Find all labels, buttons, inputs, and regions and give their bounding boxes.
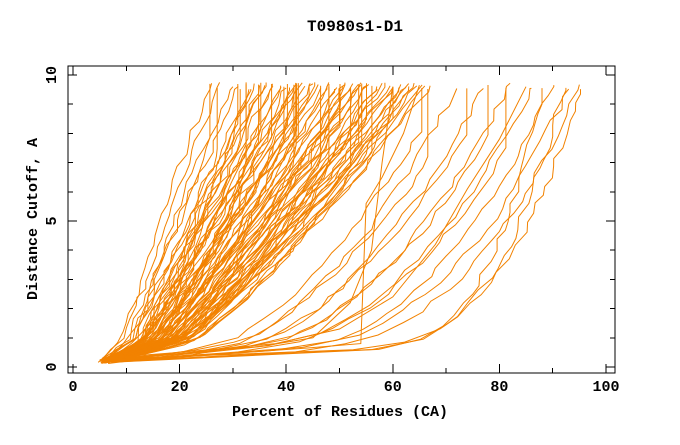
prediction-curve bbox=[99, 85, 420, 362]
prediction-curve bbox=[112, 86, 285, 360]
prediction-curve bbox=[115, 83, 367, 359]
x-tick-label: 80 bbox=[490, 379, 508, 396]
plot-frame bbox=[67, 65, 616, 374]
prediction-curve bbox=[112, 85, 298, 361]
prediction-curve bbox=[116, 88, 394, 363]
prediction-curve bbox=[103, 86, 234, 361]
prediction-curve bbox=[116, 82, 316, 359]
x-axis-label: Percent of Residues (CA) bbox=[232, 404, 448, 421]
x-tick-label: 0 bbox=[68, 379, 77, 396]
x-tick-label: 40 bbox=[277, 379, 295, 396]
prediction-curve bbox=[113, 84, 298, 360]
prediction-curve bbox=[110, 84, 341, 359]
prediction-curve bbox=[105, 82, 267, 361]
prediction-curve bbox=[113, 82, 346, 362]
prediction-curve bbox=[106, 86, 282, 363]
prediction-curve bbox=[115, 85, 489, 361]
prediction-curve bbox=[114, 87, 567, 362]
prediction-curve bbox=[101, 83, 273, 361]
chart-title: T0980s1-D1 bbox=[307, 18, 403, 36]
prediction-curve bbox=[117, 87, 352, 362]
prediction-curve bbox=[116, 83, 410, 360]
prediction-curve bbox=[102, 86, 527, 359]
y-tick-label: 5 bbox=[44, 216, 61, 225]
prediction-curve bbox=[112, 88, 484, 363]
prediction-curve bbox=[101, 84, 239, 359]
prediction-curve bbox=[103, 84, 260, 363]
x-tick-label: 100 bbox=[592, 379, 619, 396]
axis-ticks bbox=[68, 66, 615, 373]
prediction-curve bbox=[126, 89, 581, 359]
prediction-curve bbox=[116, 82, 362, 359]
prediction-curve bbox=[109, 84, 423, 362]
prediction-curve bbox=[101, 89, 335, 363]
prediction-curve bbox=[113, 84, 360, 360]
prediction-curve bbox=[99, 86, 394, 361]
axis-tick-labels: 0 20 40 60 80 100 0 5 10 bbox=[44, 66, 620, 396]
prediction-curve bbox=[108, 88, 458, 364]
x-tick-label: 60 bbox=[384, 379, 402, 396]
prediction-curve bbox=[114, 85, 555, 363]
prediction-curve bbox=[117, 88, 543, 363]
prediction-curve bbox=[118, 82, 511, 361]
prediction-curve bbox=[100, 82, 221, 362]
prediction-curve bbox=[107, 82, 262, 363]
prediction-curve bbox=[109, 89, 252, 360]
prediction-curve bbox=[106, 89, 241, 362]
prediction-curve bbox=[105, 83, 211, 362]
prediction-curve bbox=[112, 85, 322, 361]
prediction-curve bbox=[110, 87, 363, 361]
prediction-curve bbox=[125, 87, 532, 359]
y-axis-label: Distance Cutoff, A bbox=[25, 138, 42, 300]
prediction-curve bbox=[122, 88, 570, 361]
prediction-curve bbox=[107, 85, 266, 361]
prediction-curve bbox=[107, 89, 429, 362]
prediction-curve bbox=[97, 83, 213, 363]
prediction-curves bbox=[97, 82, 581, 364]
x-tick-label: 20 bbox=[171, 379, 189, 396]
prediction-curve bbox=[107, 84, 402, 361]
prediction-curve bbox=[111, 87, 322, 360]
prediction-curve bbox=[106, 89, 250, 361]
prediction-curve bbox=[105, 87, 330, 364]
prediction-curve bbox=[115, 87, 338, 360]
prediction-curve bbox=[112, 86, 410, 362]
prediction-curve bbox=[101, 87, 218, 361]
y-tick-label: 0 bbox=[44, 362, 61, 371]
prediction-curve bbox=[110, 88, 423, 363]
y-tick-label: 10 bbox=[44, 66, 61, 84]
prediction-curve bbox=[117, 84, 330, 361]
prediction-curve bbox=[113, 88, 468, 363]
prediction-curve bbox=[111, 84, 580, 363]
prediction-curve bbox=[101, 86, 239, 363]
